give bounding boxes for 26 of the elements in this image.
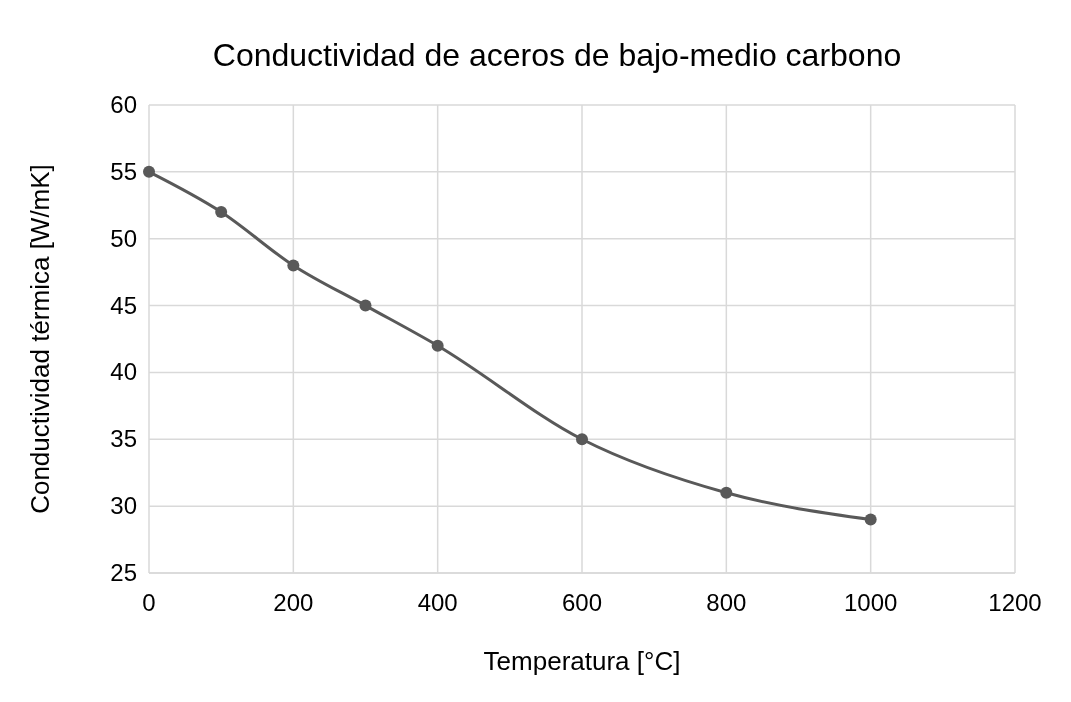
x-tick-label: 400 (417, 589, 458, 616)
y-tick-label: 25 (110, 559, 137, 586)
x-tick-label: 600 (561, 589, 603, 616)
point (359, 299, 372, 312)
y-tick-label: 30 (110, 492, 137, 520)
x-tick-label: 800 (706, 589, 747, 616)
chart-title: Conductividad de aceros de bajo-medio carbono (212, 37, 902, 73)
x-tick-label: 1000 (843, 589, 898, 616)
x-tick-label: 1200 (988, 589, 1042, 616)
y-axis-title: Conductividad térmica [W/mK] (25, 164, 55, 514)
x-axis-title: Temperatura [°C] (483, 646, 681, 676)
y-tick-label: 60 (110, 91, 137, 118)
point (143, 165, 155, 178)
y-tick-label: 45 (110, 291, 137, 319)
y-tick-label: 35 (110, 425, 137, 453)
point (215, 205, 228, 218)
y-tick-label: 50 (110, 224, 137, 252)
y-tick-label: 55 (110, 157, 137, 185)
point (864, 513, 877, 526)
y-tick-label: 40 (110, 358, 137, 386)
point (431, 339, 444, 352)
x-tick-label: 0 (142, 589, 156, 616)
x-tick-label: 200 (273, 589, 314, 616)
point (576, 433, 588, 446)
point (287, 259, 300, 272)
point (720, 486, 733, 499)
